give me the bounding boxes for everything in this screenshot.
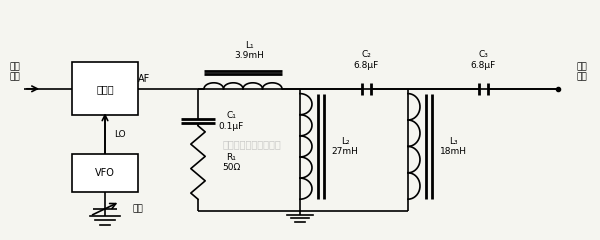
Text: R₁
50Ω: R₁ 50Ω [222,153,240,172]
Text: C₁
0.1μF: C₁ 0.1μF [218,112,244,131]
Text: 射频
输出: 射频 输出 [577,62,587,82]
Text: VFO: VFO [95,168,115,178]
Text: 混频器: 混频器 [96,84,114,94]
Text: C₃
6.8μF: C₃ 6.8μF [470,50,496,70]
Text: 调频: 调频 [133,204,143,213]
Text: AF: AF [138,74,150,84]
Text: L₂
27mH: L₂ 27mH [332,137,358,156]
Text: 杭州将睿科技有限公司: 杭州将睿科技有限公司 [223,139,281,149]
Text: 射频
输入: 射频 输入 [10,62,20,82]
Text: L₁
3.9mH: L₁ 3.9mH [234,41,264,60]
Bar [72,154,138,192]
Text: C₂
6.8μF: C₂ 6.8μF [353,50,379,70]
Bar [72,62,138,115]
Text: LO: LO [114,130,126,139]
Text: L₃
18mH: L₃ 18mH [439,137,467,156]
